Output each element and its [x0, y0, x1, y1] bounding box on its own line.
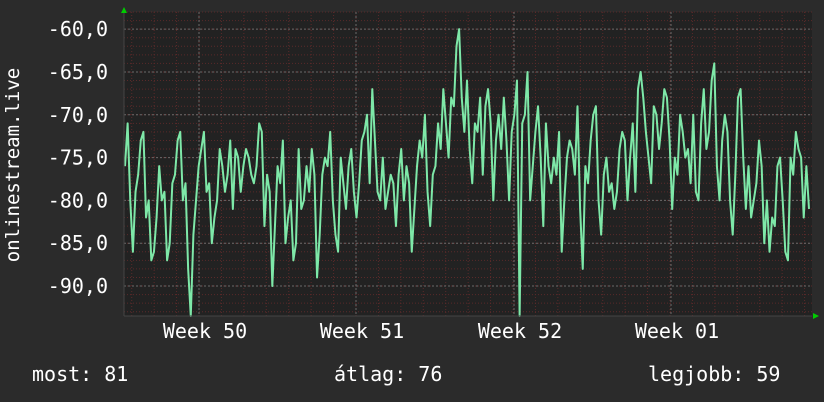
y-tick-label: -65,0: [48, 60, 108, 84]
axis-arrows: [121, 7, 819, 319]
y-tick-label: -85,0: [48, 231, 108, 255]
average-value: átlag: 76: [334, 362, 443, 386]
y-axis-arrow: [121, 7, 127, 13]
x-tick-label: Week 01: [635, 319, 719, 343]
y-tick-label: -90,0: [48, 274, 108, 298]
x-tick-label: Week 52: [478, 319, 562, 343]
x-axis-ticks: Week 50 Week 51 Week 52 Week 01: [163, 319, 719, 343]
best-value: legjobb: 59: [648, 362, 781, 386]
y-tick-label: -60,0: [48, 17, 108, 41]
y-tick-label: -80,0: [48, 188, 108, 212]
y-axis-ticks: -60,0 -65,0 -70,0 -75,0 -80,0 -85,0 -90,0: [48, 17, 108, 298]
x-axis-arrow: [813, 313, 819, 319]
series-line: [124, 28, 810, 317]
x-tick-label: Week 50: [163, 319, 247, 343]
y-tick-label: -75,0: [48, 146, 108, 170]
x-tick-label: Week 51: [320, 319, 404, 343]
y-tick-label: -70,0: [48, 103, 108, 127]
current-value: most: 81: [32, 362, 129, 386]
y-axis-label: onlinestream.live: [2, 68, 24, 262]
